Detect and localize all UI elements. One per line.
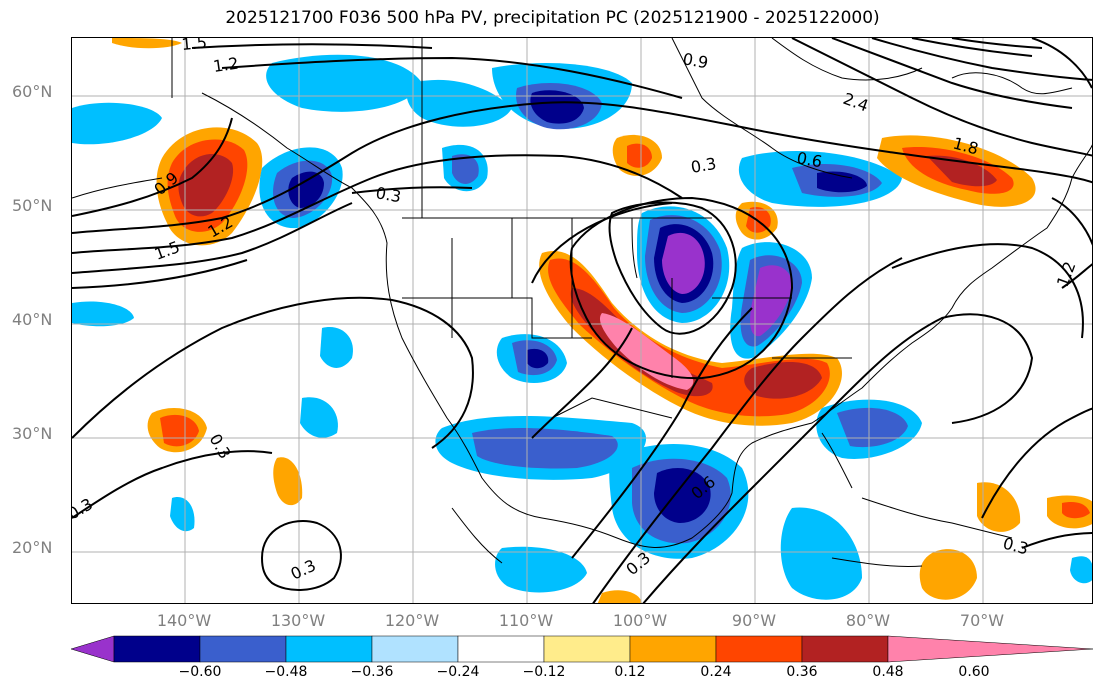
precip-positive-area [627, 143, 652, 168]
lon-label: 70°W [959, 611, 1005, 630]
colorbar-svg [70, 635, 1094, 663]
precip-negative-area [452, 154, 479, 184]
precip-positive-area [112, 38, 182, 49]
gridlines [72, 38, 1092, 603]
precip-negative-area [170, 497, 195, 532]
contour-label: 1.5 [181, 38, 208, 54]
precip-negative-area [72, 301, 134, 327]
colorbar-tick: 0.24 [700, 664, 732, 680]
precip-negative-area [530, 90, 584, 124]
map-panel: 1.5 1.2 0.9 0.6 0.3 1.8 2.4 0.3 0.3 0.3 … [71, 37, 1093, 604]
colorbar-segment [457, 635, 545, 663]
colorbar-segments [70, 635, 1094, 663]
map-title: 2025121700 F036 500 hPa PV, precipitatio… [225, 8, 880, 28]
colorbar-tick: −0.60 [178, 664, 222, 680]
colorbar-segment [543, 635, 631, 663]
precip-negative-area [406, 79, 512, 127]
precip-negative-area [527, 348, 549, 369]
contour-label: 0.9 [681, 49, 709, 72]
colorbar-segment [371, 635, 459, 663]
contour-label: 2.4 [841, 89, 871, 116]
colorbar-segment [285, 635, 373, 663]
precip-negative-area [1070, 556, 1092, 584]
lon-label: 110°W [498, 611, 554, 630]
contour-label: 0.3 [288, 556, 319, 584]
lon-label: 140°W [156, 611, 212, 630]
lon-label: 100°W [612, 611, 668, 630]
lat-label: 30°N [12, 424, 53, 443]
precip-negative-area [495, 546, 587, 593]
precip-negative-area [780, 507, 862, 600]
lon-label: 90°W [731, 611, 777, 630]
precip-negative-area [300, 397, 338, 438]
lat-label: 20°N [12, 538, 53, 557]
colorbar-tick: 0.48 [872, 664, 904, 680]
precip-positive-area [977, 482, 1021, 532]
contour-label: 1.5 [152, 237, 182, 264]
contour-label: 0.3 [72, 494, 96, 523]
map-canvas: 1.5 1.2 0.9 0.6 0.3 1.8 2.4 0.3 0.3 0.3 … [72, 38, 1092, 603]
lon-label: 120°W [384, 611, 440, 630]
colorbar-tick: −0.24 [436, 664, 480, 680]
contour-label: 1.2 [212, 54, 240, 76]
precip-positive-area [744, 362, 822, 399]
precip-negative-area [750, 265, 793, 337]
lon-label: 130°W [270, 611, 326, 630]
precip-negative-area [320, 327, 353, 368]
precip-negative-area [837, 407, 908, 448]
precip-fill-layer [72, 38, 1092, 603]
colorbar-segment [801, 635, 889, 663]
colorbar-segment [887, 635, 1094, 663]
colorbar-tick: 0.36 [786, 664, 818, 680]
contour-label: 0.3 [206, 431, 235, 463]
precip-positive-area [599, 313, 694, 390]
precip-positive-area [1062, 502, 1090, 519]
lat-label: 60°N [12, 82, 53, 101]
precip-negative-area [72, 102, 162, 145]
contour-label: 0.3 [374, 183, 402, 206]
precip-negative-area [662, 232, 705, 294]
colorbar-segment [715, 635, 803, 663]
colorbar [0, 630, 1105, 698]
colorbar-segment [199, 635, 287, 663]
precip-positive-area [273, 457, 303, 506]
contour-label: 0.3 [689, 154, 717, 177]
precip-negative-area [654, 468, 711, 523]
precip-positive-area [597, 590, 642, 603]
precip-negative-area [288, 171, 324, 208]
precip-positive-area [927, 155, 997, 187]
lon-label: 80°W [845, 611, 891, 630]
precip-negative-area [817, 171, 867, 193]
colorbar-tick: −0.48 [264, 664, 308, 680]
colorbar-segment [70, 635, 115, 663]
lat-label: 40°N [12, 310, 53, 329]
colorbar-tick: 0.60 [958, 664, 990, 680]
precip-positive-area [919, 549, 977, 600]
precip-positive-area [178, 153, 234, 217]
colorbar-segment [113, 635, 201, 663]
colorbar-tick: 0.12 [614, 664, 646, 680]
lat-label: 50°N [12, 196, 53, 215]
colorbar-segment [629, 635, 717, 663]
contour-label: 0.3 [1001, 534, 1031, 559]
colorbar-tick: −0.12 [522, 664, 566, 680]
colorbar-tick: −0.36 [350, 664, 394, 680]
precip-negative-area [472, 427, 618, 469]
precip-negative-area [266, 54, 422, 112]
contour-label: 0.6 [795, 148, 823, 171]
pv-contours [72, 38, 1092, 603]
